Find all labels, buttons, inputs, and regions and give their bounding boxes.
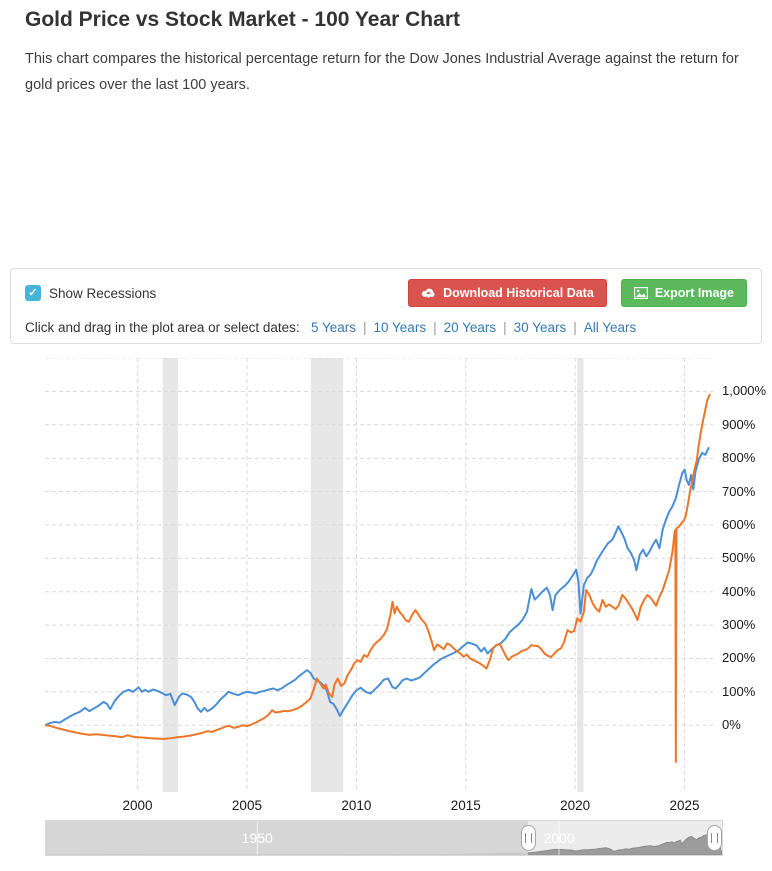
range-link-10-years[interactable]: 10 Years — [373, 320, 427, 335]
x-axis-label: 2005 — [231, 798, 262, 813]
y-axis-label: 300% — [722, 617, 756, 633]
handle-grip-icon — [711, 833, 718, 843]
download-button-label: Download Historical Data — [443, 286, 594, 300]
handle-grip-icon — [524, 833, 532, 843]
download-cloud-icon — [421, 287, 436, 299]
page-description: This chart compares the historical perce… — [25, 51, 739, 93]
show-recessions-label: Show Recessions — [49, 285, 157, 301]
navigator-handle-left[interactable] — [520, 825, 536, 851]
image-icon — [633, 287, 648, 299]
price-chart: 1,000% 900% 800% 700% 600% 500% 400% 300% 200% 10… — [0, 352, 772, 871]
y-axis-label: 700% — [722, 483, 756, 499]
navigator-handle-right[interactable] — [707, 825, 722, 851]
y-axis-label: 800% — [722, 450, 756, 466]
recession-band — [577, 358, 584, 792]
toolbar-buttons: Download Historical Data Export Image — [408, 279, 747, 307]
page-title: Gold Price vs Stock Market - 100 Year Ch… — [25, 8, 460, 31]
navigator-svg[interactable] — [46, 821, 722, 855]
range-separator: | — [573, 320, 577, 335]
y-axis-label: 500% — [722, 550, 756, 566]
range-link-30-years[interactable]: 30 Years — [513, 320, 567, 335]
dow-jones-line — [45, 447, 710, 727]
range-separator: | — [363, 320, 367, 335]
y-axis-label: 900% — [722, 416, 756, 432]
range-prompt: Click and drag in the plot area or selec… — [25, 320, 300, 335]
show-recessions-checkbox[interactable]: ✓ — [25, 285, 41, 301]
x-axis-label: 2015 — [450, 798, 481, 813]
price-chart-svg[interactable] — [45, 358, 713, 792]
recession-band — [310, 358, 344, 792]
x-axis-label: 2020 — [560, 798, 591, 813]
y-axis-label: 200% — [722, 650, 756, 666]
x-axis-label: 2010 — [341, 798, 372, 813]
navigator: 1950 2000 — [45, 820, 723, 856]
download-historical-data-button[interactable]: Download Historical Data — [408, 279, 607, 307]
range-separator: | — [503, 320, 507, 335]
checkbox-check-icon: ✓ — [28, 286, 38, 299]
x-axis-label: 2000 — [122, 798, 153, 813]
range-link-all-years[interactable]: All Years — [583, 320, 637, 335]
toolbar-row-top: ✓ Show Recessions Download Historical Da… — [11, 269, 761, 307]
range-link-20-years[interactable]: 20 Years — [443, 320, 497, 335]
toolbar-row-dates: Click and drag in the plot area or selec… — [11, 307, 761, 335]
export-image-button[interactable]: Export Image — [620, 279, 747, 307]
recession-band — [162, 358, 178, 792]
y-axis-label: 0% — [722, 717, 741, 733]
navigator-mask[interactable] — [46, 821, 528, 855]
y-axis-label: 1,000% — [722, 383, 767, 399]
y-axis-label: 400% — [722, 583, 756, 599]
export-button-label: Export Image — [654, 286, 734, 300]
x-axis-label: 2025 — [669, 798, 700, 813]
range-separator: | — [433, 320, 437, 335]
range-link-5-years[interactable]: 5 Years — [310, 320, 356, 335]
chart-toolbar: ✓ Show Recessions Download Historical Da… — [10, 268, 762, 344]
y-axis-label: 100% — [722, 683, 756, 699]
y-axis-label: 600% — [722, 516, 756, 532]
gold-line — [45, 393, 711, 763]
